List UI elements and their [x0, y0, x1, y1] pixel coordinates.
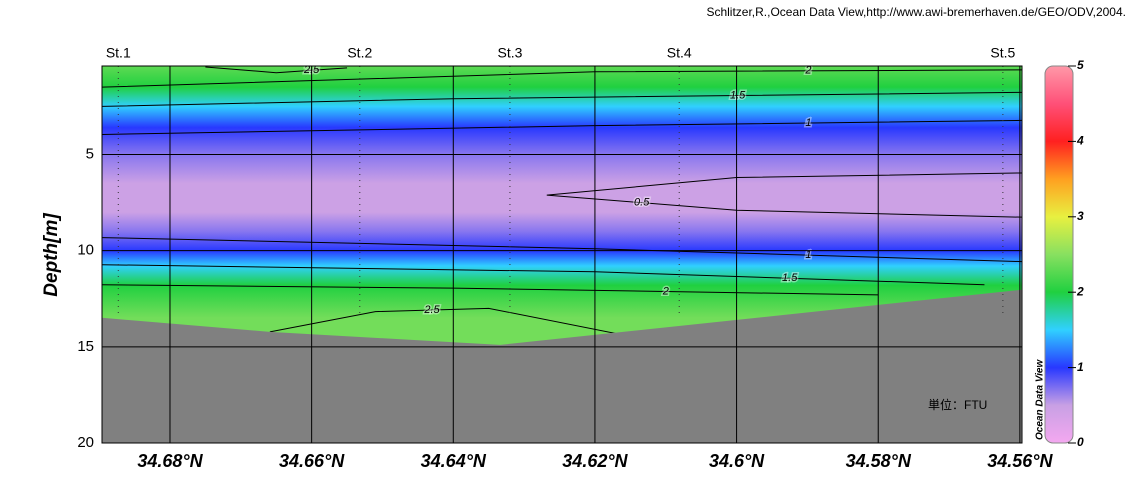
- station-label: St.3: [497, 45, 522, 61]
- unit-note: 単位：FTU: [928, 397, 987, 412]
- y-axis-label: Depth[m]: [41, 213, 62, 297]
- contour-label: 1: [805, 249, 811, 261]
- colorbar-tick-label: 0: [1077, 435, 1084, 449]
- y-tick-label: 15: [77, 338, 94, 355]
- colorbar-tick-label: 1: [1077, 360, 1084, 374]
- colorbar-label: Ocean Data View: [1035, 359, 1046, 440]
- x-tick-label: 34.56°N: [987, 451, 1053, 471]
- contour-label: 0.5: [634, 197, 650, 209]
- y-tick-label: 10: [77, 242, 94, 259]
- contour-label: 2.5: [423, 304, 440, 316]
- station-label: St.4: [667, 45, 692, 61]
- contour-label: 2: [804, 65, 811, 77]
- colorbar-tick-label: 4: [1076, 134, 1084, 148]
- colorbar-tick-label: 3: [1077, 209, 1084, 223]
- colorbar-tick-label: 5: [1077, 58, 1084, 72]
- station-label: St.2: [347, 45, 372, 61]
- plot-frame: [101, 65, 1023, 444]
- colorbar-tick-label: 2: [1076, 284, 1084, 298]
- colorbar: [1044, 65, 1074, 444]
- x-tick-label: 34.6°N: [709, 451, 765, 471]
- contour-line: [546, 172, 1023, 218]
- seafloor: [102, 289, 1022, 443]
- x-tick-label: 34.58°N: [846, 451, 912, 471]
- contour-label: 1.5: [730, 89, 746, 101]
- x-tick-label: 34.62°N: [562, 451, 628, 471]
- y-tick-label: 20: [77, 434, 94, 451]
- x-tick-label: 34.64°N: [421, 451, 487, 471]
- credit: Schlitzer,R.,Ocean Data View,http://www.…: [706, 5, 1126, 19]
- station-label: St.5: [990, 45, 1015, 61]
- x-tick-label: 34.66°N: [279, 451, 345, 471]
- contour-line: [205, 66, 348, 74]
- contour-label: 1: [805, 117, 811, 129]
- x-tick-label: 34.68°N: [137, 451, 203, 471]
- contour-line: [269, 307, 645, 340]
- y-tick-label: 5: [86, 145, 94, 162]
- contour-label: 2: [662, 285, 669, 297]
- contour-label: 1.5: [782, 272, 798, 284]
- station-label: St.1: [106, 45, 131, 61]
